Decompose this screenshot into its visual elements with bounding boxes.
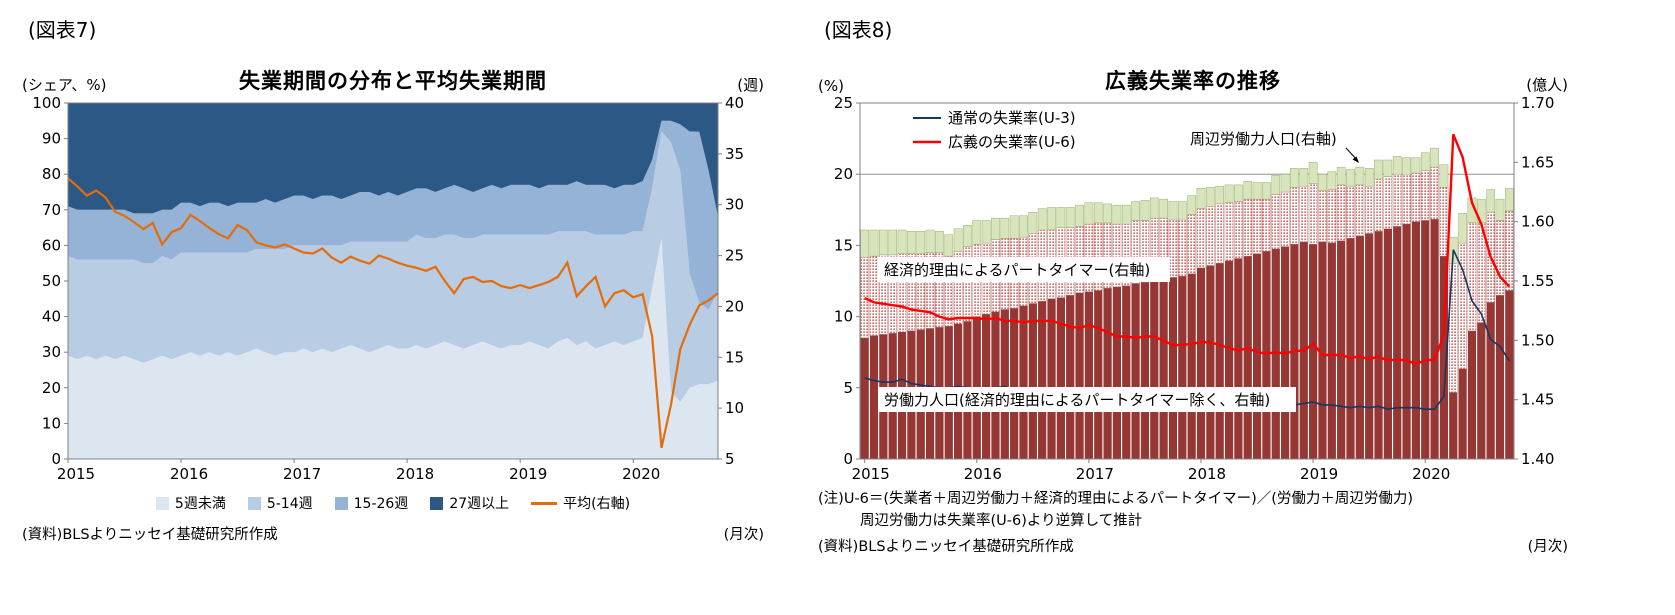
fig8-frequency: (月次) (1527, 538, 1568, 555)
svg-text:70: 70 (42, 201, 61, 219)
fig7-source: (資料)BLSよりニッセイ基礎研究所作成 (22, 527, 278, 543)
svg-text:0: 0 (843, 450, 853, 468)
legend-label-15-26-weeks: 15-26週 (353, 496, 409, 512)
svg-text:2015: 2015 (852, 465, 890, 483)
legend-item-27-weeks-plus: 27週以上 (430, 493, 509, 513)
svg-text:2017: 2017 (1076, 465, 1114, 483)
svg-text:2020: 2020 (1412, 465, 1450, 483)
svg-text:経済的理由によるパートタイマー(右軸): 経済的理由によるパートタイマー(右軸) (884, 261, 1150, 279)
svg-text:5: 5 (843, 379, 853, 397)
svg-text:90: 90 (42, 130, 61, 148)
svg-text:25: 25 (725, 247, 744, 265)
svg-text:10: 10 (725, 399, 744, 417)
svg-text:60: 60 (42, 236, 61, 254)
svg-text:1.50: 1.50 (1521, 331, 1554, 349)
legend-item-5-14-weeks: 5-14週 (247, 493, 313, 513)
fig8-title: 広義失業率の推移 (1105, 69, 1281, 93)
fig8-right-axis-unit: (億人) (1526, 76, 1568, 94)
svg-text:2019: 2019 (509, 465, 547, 483)
fig7-footer: (資料)BLSよりニッセイ基礎研究所作成 (月次) (22, 523, 764, 544)
legend-item-average: 平均(右軸) (531, 493, 630, 513)
svg-text:2015: 2015 (57, 465, 95, 483)
svg-text:10: 10 (42, 414, 61, 432)
fig7-title: 失業期間の分布と平均失業期間 (239, 69, 547, 93)
fig8-stacked-bars (860, 147, 1514, 459)
svg-text:1.55: 1.55 (1521, 272, 1554, 290)
fig8-u6-line (864, 133, 1511, 365)
svg-text:10: 10 (834, 308, 853, 326)
svg-text:30: 30 (42, 343, 61, 361)
figure8-broad-unemployment-rate: (図表8) (%) 広義失業率の推移 (億人) 0 5 10 15 20 25 1.40 1.… (818, 14, 1568, 556)
svg-text:30: 30 (725, 196, 744, 214)
figure8-label: (図表8) (824, 18, 893, 42)
legend-label-27-weeks-plus: 27週以上 (449, 496, 510, 512)
svg-text:20: 20 (834, 165, 853, 183)
svg-text:1.45: 1.45 (1521, 391, 1554, 409)
svg-text:周辺労働力人口(右軸): 周辺労働力人口(右軸) (1190, 130, 1337, 148)
swatch-5-14-weeks-icon (247, 496, 261, 510)
fig7-frequency: (月次) (723, 527, 764, 543)
svg-text:2020: 2020 (622, 465, 660, 483)
svg-text:1.60: 1.60 (1521, 213, 1554, 231)
fig7-chart-canvas: 0 10 20 30 40 50 60 70 80 90 100 5 10 15 20 25 30 35 40 201… (32, 97, 744, 483)
svg-text:25: 25 (834, 97, 853, 112)
fig7-stacked-areas (68, 103, 718, 459)
swatch-15-26-weeks-icon (334, 496, 348, 510)
fig8-note-line1: (注)U-6＝(失業者＋周辺労働力＋経済的理由によるパートタイマー)／(労働力＋… (818, 491, 1414, 507)
svg-text:1.70: 1.70 (1521, 97, 1554, 112)
svg-text:35: 35 (725, 145, 744, 163)
fig8-footer: (資料)BLSよりニッセイ基礎研究所作成 (月次) (818, 535, 1568, 556)
legend-item-under-5-weeks: 5週未満 (155, 493, 226, 513)
fig8-inplot-legend: 通常の失業率(U-3) 広義の失業率(U-6) (913, 109, 1076, 151)
fig7-right-axis-unit: (週) (737, 76, 764, 94)
figure7-unemployment-duration: (図表7) (シェア、%) 失業期間の分布と平均失業期間 (週) 0 10 20 30… (22, 14, 764, 544)
figure7-label: (図表7) (28, 18, 97, 42)
fig7-average-line (67, 177, 719, 449)
swatch-average-line-icon (531, 501, 558, 505)
svg-text:労働力人口(経済的理由によるパートタイマー除く、右軸): 労働力人口(経済的理由によるパートタイマー除く、右軸) (884, 391, 1270, 409)
svg-text:15: 15 (834, 236, 853, 254)
fig8-chart-canvas: 0 5 10 15 20 25 1.40 1.45 1.50 1.55 1.60 1.65 1.70 20… (834, 97, 1555, 483)
svg-text:2018: 2018 (1188, 465, 1226, 483)
fig7-legend: 5週未満 5-14週 15-26週 27週以上 平均(右軸) (22, 493, 764, 513)
svg-text:2017: 2017 (283, 465, 321, 483)
swatch-27-weeks-plus-icon (430, 496, 444, 510)
legend-label-under-5-weeks: 5週未満 (174, 496, 226, 512)
svg-text:40: 40 (42, 308, 61, 326)
svg-text:20: 20 (42, 379, 61, 397)
legend-label-5-14-weeks: 5-14週 (266, 496, 313, 512)
svg-text:2016: 2016 (170, 465, 208, 483)
fig7-header: (シェア、%) 失業期間の分布と平均失業期間 (週) (22, 65, 764, 95)
legend-label-average: 平均(右軸) (563, 496, 631, 512)
svg-text:1.65: 1.65 (1521, 153, 1554, 171)
svg-text:80: 80 (42, 165, 61, 183)
fig8-source: (資料)BLSよりニッセイ基礎研究所作成 (818, 538, 1074, 555)
svg-text:2016: 2016 (964, 465, 1002, 483)
svg-text:広義の失業率(U-6): 広義の失業率(U-6) (948, 133, 1076, 151)
fig8-header: (%) 広義失業率の推移 (億人) (818, 65, 1568, 95)
fig8-callout-marginal: 周辺労働力人口(右軸) (1190, 130, 1359, 163)
svg-text:50: 50 (42, 272, 61, 290)
svg-text:1.40: 1.40 (1521, 450, 1554, 468)
fig7-left-axis-unit: (シェア、%) (22, 76, 107, 94)
fig8-left-axis-unit: (%) (818, 77, 844, 95)
fig8-box-laborforce: 労働力人口(経済的理由によるパートタイマー除く、右軸) (878, 387, 1296, 412)
fig8-notes: (注)U-6＝(失業者＋周辺労働力＋経済的理由によるパートタイマー)／(労働力＋… (818, 489, 1568, 533)
svg-text:2019: 2019 (1300, 465, 1338, 483)
svg-text:2018: 2018 (396, 465, 434, 483)
svg-text:40: 40 (725, 97, 744, 112)
svg-text:20: 20 (725, 297, 744, 315)
svg-text:15: 15 (725, 348, 744, 366)
legend-item-15-26-weeks: 15-26週 (334, 493, 409, 513)
svg-text:100: 100 (32, 97, 61, 112)
svg-text:0: 0 (51, 450, 61, 468)
fig8-box-parttime: 経済的理由によるパートタイマー(右軸) (878, 257, 1170, 282)
swatch-under-5-weeks-icon (155, 496, 169, 510)
svg-text:5: 5 (725, 450, 735, 468)
fig8-note-line2: 周辺労働力は失業率(U-6)より逆算して推計 (860, 512, 1143, 529)
svg-text:通常の失業率(U-3): 通常の失業率(U-3) (948, 109, 1076, 127)
